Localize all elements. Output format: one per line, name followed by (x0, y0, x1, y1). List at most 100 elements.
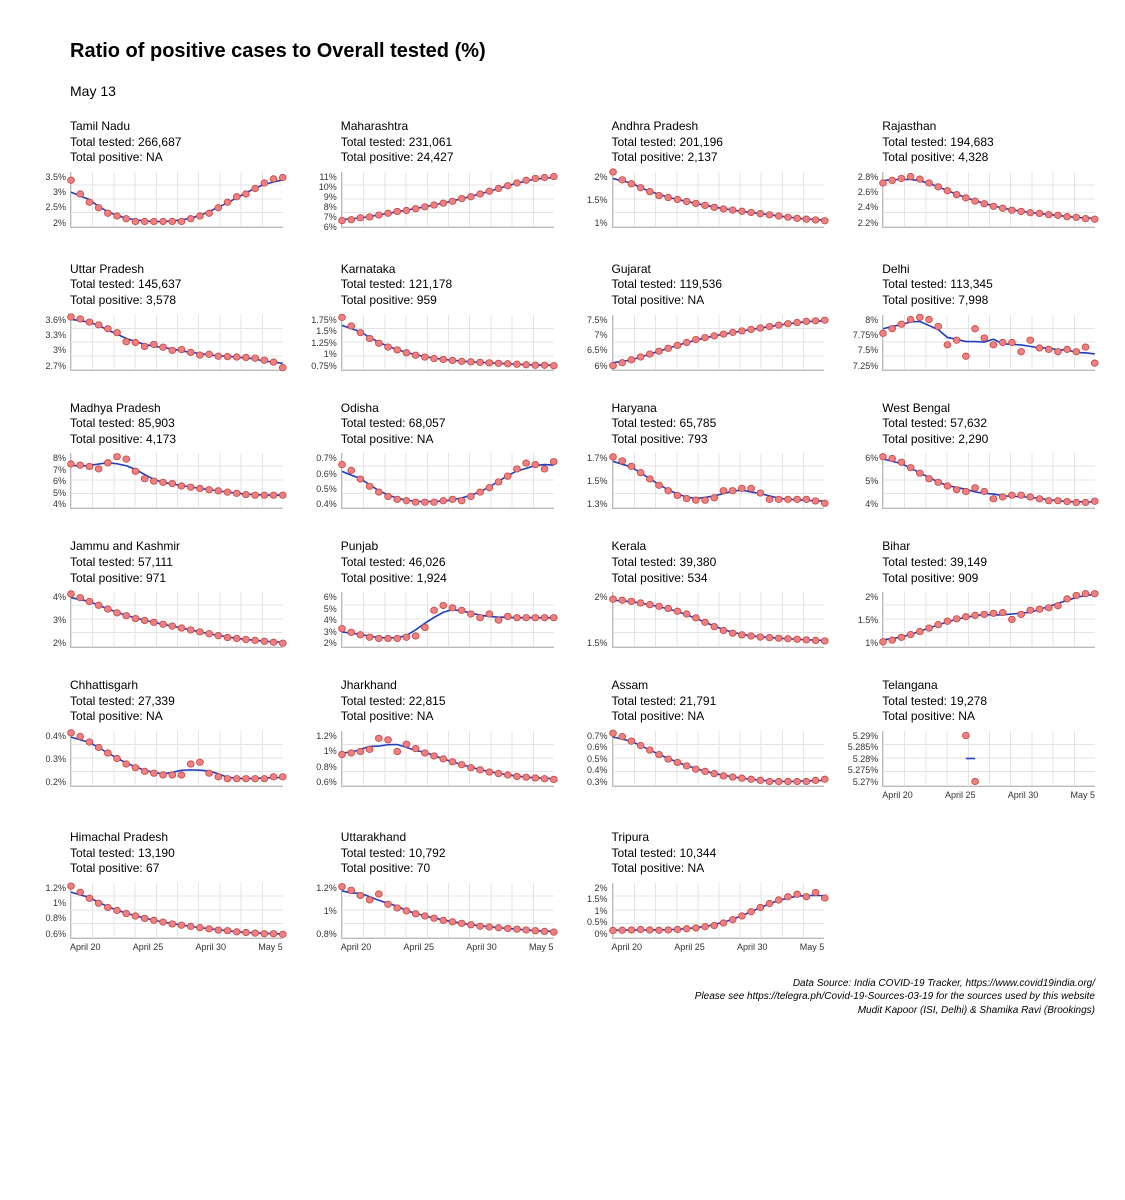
data-point (421, 624, 428, 630)
data-point (926, 476, 933, 482)
y-axis: 5.29%5.285%5.28%5.275%5.27% (842, 731, 882, 787)
data-point (963, 732, 970, 738)
data-point (821, 217, 828, 223)
data-point (990, 203, 997, 209)
data-point (169, 481, 176, 487)
data-point (784, 778, 791, 784)
data-point (775, 896, 782, 902)
data-point (384, 635, 391, 641)
data-point (357, 892, 364, 898)
state-name: Madhya Pradesh (70, 401, 283, 417)
data-point (720, 919, 727, 925)
data-point (1073, 214, 1080, 220)
total-tested: Total tested: 113,345 (882, 277, 1095, 293)
y-tick-label: 1.5% (842, 615, 878, 625)
y-tick-label: 9% (301, 192, 337, 202)
data-point (375, 890, 382, 896)
data-point (86, 598, 93, 604)
data-point (720, 206, 727, 212)
total-tested: Total tested: 194,683 (882, 135, 1095, 151)
data-point (233, 775, 240, 781)
data-point (522, 460, 529, 466)
panel-header: OdishaTotal tested: 68,057Total positive… (341, 401, 554, 448)
x-tick-label: April 30 (737, 942, 768, 952)
data-point (655, 927, 662, 933)
data-point (710, 770, 717, 776)
data-point (197, 351, 204, 357)
data-point (421, 750, 428, 756)
trend-line (613, 737, 825, 782)
total-positive: Total positive: 1,924 (341, 571, 554, 587)
y-tick-label: 0.3% (30, 754, 66, 764)
data-point (348, 322, 355, 328)
x-tick-label: April 30 (466, 942, 497, 952)
data-point (981, 200, 988, 206)
data-point (394, 748, 401, 754)
state-name: Odisha (341, 401, 554, 417)
panel-header: Madhya PradeshTotal tested: 85,903Total … (70, 401, 283, 448)
data-point (187, 761, 194, 767)
data-point (618, 927, 625, 933)
data-point (160, 621, 167, 627)
y-tick-label: 6% (301, 222, 337, 232)
data-point (224, 775, 231, 781)
data-point (449, 918, 456, 924)
footer-line: Mudit Kapoor (ISI, Delhi) & Shamika Ravi… (30, 1004, 1095, 1018)
data-point (1092, 359, 1099, 365)
data-point (486, 485, 493, 491)
data-point (243, 775, 250, 781)
data-point (628, 356, 635, 362)
data-point (440, 917, 447, 923)
data-point (637, 184, 644, 190)
data-point (701, 768, 708, 774)
data-point (412, 910, 419, 916)
data-point (1000, 339, 1007, 345)
y-tick-label: 1.5% (572, 894, 608, 904)
y-tick-label: 2% (301, 638, 337, 648)
y-tick-label: 2% (842, 592, 878, 602)
total-tested: Total tested: 119,536 (612, 277, 825, 293)
total-positive: Total positive: NA (341, 709, 554, 725)
data-point (215, 633, 222, 639)
y-tick-label: 1.25% (301, 338, 337, 348)
data-point (338, 462, 345, 468)
data-point (357, 329, 364, 335)
y-tick-label: 7% (301, 212, 337, 222)
data-point (907, 632, 914, 638)
data-point (766, 211, 773, 217)
trend-line (71, 319, 283, 363)
data-point (1009, 207, 1016, 213)
data-point (618, 458, 625, 464)
data-point (114, 755, 121, 761)
data-point (532, 462, 539, 468)
data-point (775, 778, 782, 784)
x-tick-label: April 25 (674, 942, 705, 952)
data-point (279, 174, 286, 180)
data-point (421, 353, 428, 359)
trend-line (613, 462, 825, 502)
panel-madhya-pradesh: Madhya PradeshTotal tested: 85,903Total … (30, 401, 283, 510)
data-point (766, 778, 773, 784)
y-axis: 1.7%1.5%1.3% (572, 453, 612, 509)
data-point (618, 176, 625, 182)
data-point (944, 187, 951, 193)
data-point (550, 362, 557, 368)
data-point (889, 637, 896, 643)
data-point (917, 470, 924, 476)
panel-header: KeralaTotal tested: 39,380Total positive… (612, 539, 825, 586)
y-tick-label: 4% (842, 499, 878, 509)
plot-area (341, 592, 554, 648)
y-tick-label: 0.8% (301, 929, 337, 939)
data-point (522, 177, 529, 183)
data-point (279, 640, 286, 646)
y-tick-label: 6% (30, 476, 66, 486)
y-tick-label: 0.75% (301, 361, 337, 371)
total-tested: Total tested: 21,791 (612, 694, 825, 710)
panel-bihar: BiharTotal tested: 39,149Total positive:… (842, 539, 1095, 648)
state-name: Rajasthan (882, 119, 1095, 135)
y-tick-label: 6% (842, 453, 878, 463)
total-tested: Total tested: 19,278 (882, 694, 1095, 710)
data-point (981, 611, 988, 617)
y-tick-label: 4% (30, 592, 66, 602)
data-point (738, 486, 745, 492)
